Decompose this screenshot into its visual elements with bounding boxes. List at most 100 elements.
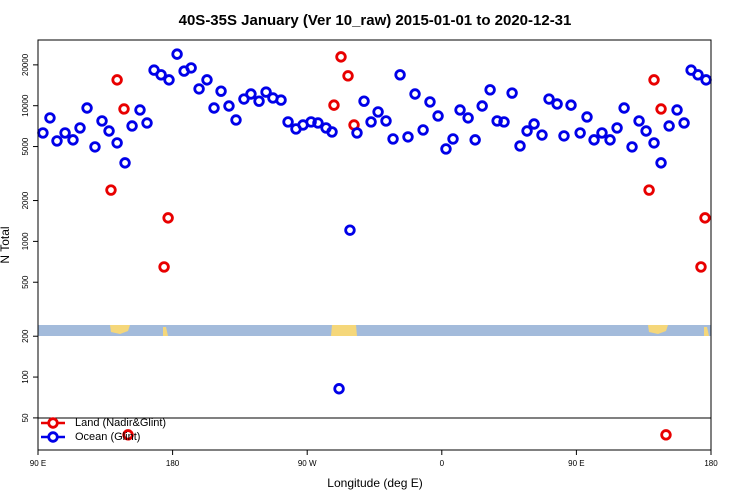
point	[282, 116, 294, 128]
legend-marker	[47, 431, 59, 443]
point	[424, 96, 436, 108]
point	[514, 140, 526, 152]
point	[633, 115, 645, 127]
x-tick-label: 180	[166, 459, 180, 468]
point	[74, 122, 86, 134]
legend-label: Land (Nadir&Glint)	[75, 417, 166, 429]
point	[223, 100, 235, 112]
point	[51, 135, 63, 147]
y-tick-label: 2000	[21, 191, 30, 209]
point	[67, 134, 79, 146]
x-tick-label: 90 E	[30, 459, 46, 468]
point	[111, 74, 123, 86]
point	[333, 383, 345, 395]
point	[588, 134, 600, 146]
point	[253, 95, 265, 107]
point	[476, 100, 488, 112]
point	[103, 125, 115, 137]
point	[208, 102, 220, 114]
point	[89, 141, 101, 153]
x-tick-label: 180	[704, 459, 718, 468]
point	[122, 429, 134, 441]
point	[640, 125, 652, 137]
point	[335, 51, 347, 63]
point	[484, 84, 496, 96]
point	[351, 127, 363, 139]
point	[491, 115, 503, 127]
point	[158, 261, 170, 273]
point	[342, 70, 354, 82]
point	[365, 116, 377, 128]
point	[134, 104, 146, 116]
land-shape	[648, 325, 668, 334]
point	[660, 429, 672, 441]
point	[230, 114, 242, 126]
point	[454, 104, 466, 116]
point	[96, 115, 108, 127]
legend-marker	[47, 417, 59, 429]
point	[105, 184, 117, 196]
point	[372, 106, 384, 118]
point	[312, 117, 324, 129]
ocean-strip	[38, 325, 711, 336]
map-strip	[38, 325, 711, 336]
point	[37, 127, 49, 139]
point	[574, 127, 586, 139]
point	[328, 99, 340, 111]
point	[171, 48, 183, 60]
y-tick-label: 20000	[21, 53, 30, 76]
legend-label: Ocean (Glint)	[75, 431, 140, 443]
point	[260, 86, 272, 98]
y-tick-label: 5000	[21, 137, 30, 155]
point	[596, 127, 608, 139]
point	[695, 261, 707, 273]
land-shape	[704, 327, 709, 336]
x-axis-label: Longitude (deg E)	[327, 476, 422, 490]
point	[141, 117, 153, 129]
point	[185, 62, 197, 74]
land-shape	[110, 325, 130, 334]
point	[671, 104, 683, 116]
point	[565, 99, 577, 111]
point	[528, 118, 540, 130]
point	[699, 212, 711, 224]
point	[581, 111, 593, 123]
point	[692, 69, 704, 81]
point	[558, 130, 570, 142]
plot-frame	[37, 39, 712, 451]
point	[432, 110, 444, 122]
x-tick-label: 0	[440, 459, 445, 468]
marks	[37, 48, 712, 441]
point	[215, 85, 227, 97]
point	[543, 93, 555, 105]
point	[275, 94, 287, 106]
point	[163, 74, 175, 86]
point	[655, 103, 667, 115]
point	[59, 127, 71, 139]
point	[111, 137, 123, 149]
point	[536, 129, 548, 141]
x-tick-label: 90 E	[568, 459, 584, 468]
point	[81, 102, 93, 114]
y-tick-label: 10000	[21, 94, 30, 117]
point	[162, 212, 174, 224]
point	[551, 98, 563, 110]
y-tick-label: 200	[21, 329, 30, 343]
point	[663, 120, 675, 132]
land-shape	[331, 325, 357, 336]
y-tick-label: 50	[21, 413, 30, 422]
point	[648, 137, 660, 149]
land-shape	[163, 327, 168, 336]
point	[118, 103, 130, 115]
point	[358, 95, 370, 107]
point	[305, 116, 317, 128]
point	[618, 102, 630, 114]
point	[193, 83, 205, 95]
y-tick-label: 500	[21, 275, 30, 289]
point	[44, 112, 56, 124]
point	[469, 134, 481, 146]
y-tick-label: 1000	[21, 232, 30, 250]
point	[521, 125, 533, 137]
